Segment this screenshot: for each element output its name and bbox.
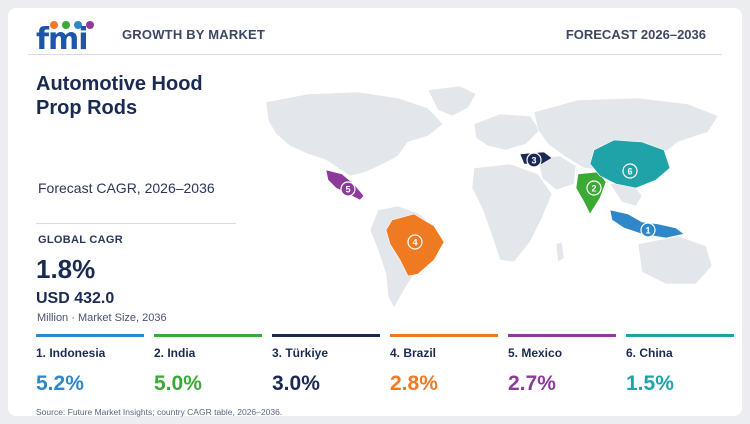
marker-label-india: 2 [591, 184, 596, 194]
map-landmass [265, 85, 719, 309]
land-middle-east [537, 155, 577, 191]
country-color-bar [154, 334, 262, 337]
marker-label-china: 6 [627, 167, 632, 177]
marker-label-turkiye: 3 [531, 156, 536, 166]
country-color-bar [390, 334, 498, 337]
country-card-brazil: 4. Brazil 2.8% [390, 334, 498, 400]
logo-dots-icon [50, 21, 94, 29]
country-name: 2. India [154, 346, 196, 360]
market-size-note: Million · Market Size, 2036 [37, 312, 167, 324]
world-map: 5 4 3 2 6 1 [265, 85, 719, 309]
country-name: 4. Brazil [390, 346, 437, 360]
map-marker-china: 6 [622, 163, 638, 179]
country-cagr: 5.0% [154, 372, 202, 395]
forecast-label: Forecast CAGR, 2026–2036 [38, 180, 215, 196]
country-color-bar [272, 334, 380, 337]
country-name: 3. Türkiye [272, 346, 329, 360]
country-list: 1. Indonesia 5.2% 2. India 5.0% 3. Türki… [36, 334, 736, 404]
country-card-mexico: 5. Mexico 2.7% [508, 334, 616, 400]
land-africa [471, 163, 553, 263]
country-cagr: 2.8% [390, 372, 438, 395]
global-cagr-value: 1.8% [36, 254, 96, 284]
marker-label-mexico: 5 [345, 185, 350, 195]
country-card-turkiye: 3. Türkiye 3.0% [272, 334, 380, 400]
map-marker-india: 2 [586, 180, 602, 196]
forecast-range: FORECAST 2026–2036 [565, 27, 706, 42]
country-color-bar [508, 334, 616, 337]
country-card-indonesia: 1. Indonesia 5.2% [36, 334, 144, 400]
fmi-logo: fmi [36, 20, 106, 57]
country-color-bar [36, 334, 144, 337]
country-name: 6. China [626, 346, 673, 360]
land-greenland [427, 85, 477, 117]
country-card-india: 2. India 5.0% [154, 334, 262, 400]
map-marker-mexico: 5 [340, 181, 356, 197]
country-cagr: 2.7% [508, 372, 556, 395]
left-divider [36, 223, 236, 224]
country-color-bar [626, 334, 734, 337]
logo-text: fmi [36, 22, 89, 57]
market-size-value: USD 432.0 [36, 290, 115, 307]
country-cagr: 5.2% [36, 372, 84, 395]
country-name: 1. Indonesia [36, 346, 106, 360]
map-marker-turkiye: 3 [526, 152, 542, 168]
country-cagr: 1.5% [626, 372, 674, 395]
source-note: Source: Future Market Insights; country … [36, 407, 283, 417]
land-north-america [265, 91, 444, 177]
country-cagr: 3.0% [272, 372, 320, 395]
land-europe [473, 113, 541, 151]
country-name: 5. Mexico [508, 346, 563, 360]
marker-label-indonesia: 1 [645, 226, 650, 236]
report-title: Automotive Hood Prop Rods [36, 73, 203, 119]
header-divider [28, 54, 722, 55]
land-australia [637, 235, 713, 285]
map-marker-brazil: 4 [407, 234, 423, 250]
land-madagascar [555, 241, 565, 263]
country-card-china: 6. China 1.5% [626, 334, 734, 400]
infographic-card: fmi GROWTH BY MARKET FORECAST 2026–2036 … [8, 8, 742, 417]
marker-label-brazil: 4 [412, 238, 417, 248]
map-marker-indonesia: 1 [640, 222, 656, 238]
global-cagr-label: GLOBAL CAGR [38, 234, 123, 246]
header-title: GROWTH BY MARKET [122, 27, 266, 42]
